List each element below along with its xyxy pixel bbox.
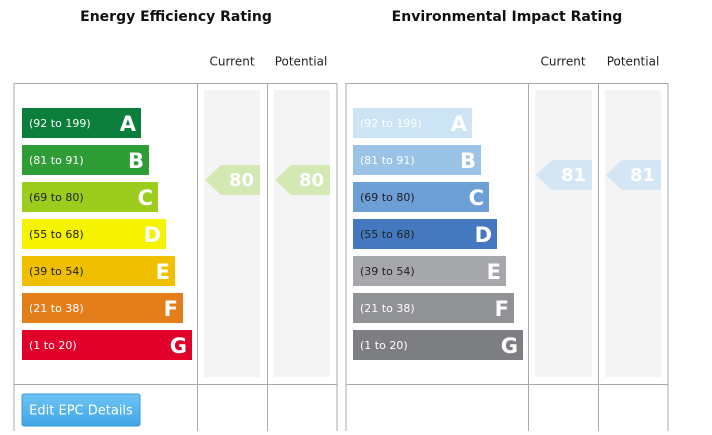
rating-band: [22, 293, 183, 323]
band-range: (39 to 54): [29, 265, 84, 278]
band-letter: F: [495, 297, 509, 321]
band-letter: E: [156, 260, 170, 284]
rating-band: [353, 108, 472, 138]
band-letter: F: [164, 297, 178, 321]
band-range: (92 to 199): [360, 117, 422, 130]
band-range: (81 to 91): [360, 154, 415, 167]
band-letter: C: [138, 186, 153, 210]
band-range: (21 to 38): [360, 302, 415, 315]
band-letter: B: [128, 149, 144, 173]
rating-value: 81: [561, 165, 586, 186]
rating-value: 80: [299, 170, 324, 191]
band-letter: B: [460, 149, 476, 173]
rating-band: [22, 219, 166, 249]
band-range: (69 to 80): [29, 191, 84, 204]
column-header: Current: [540, 55, 585, 69]
column-header: Potential: [275, 55, 328, 69]
rating-band: [353, 219, 497, 249]
rating-arrow: [205, 165, 260, 195]
panel-frame: [345, 83, 669, 431]
rating-arrow: [275, 165, 330, 195]
rating-arrow: [606, 160, 661, 190]
band-letter: G: [170, 334, 187, 358]
column-bg: [605, 90, 661, 377]
band-letter: C: [469, 186, 484, 210]
band-letter: E: [487, 260, 501, 284]
column-bg: [204, 90, 260, 377]
band-letter: D: [475, 223, 492, 247]
panel-frame: [13, 83, 338, 431]
column-bg: [274, 90, 330, 377]
rating-band: [22, 330, 192, 360]
rating-band: [22, 108, 141, 138]
band-range: (81 to 91): [29, 154, 84, 167]
rating-value: 80: [229, 170, 254, 191]
rating-band: [353, 145, 481, 175]
rating-band: [22, 182, 158, 212]
band-letter: A: [451, 112, 468, 136]
rating-band: [22, 145, 149, 175]
panel-title: Environmental Impact Rating: [392, 9, 623, 25]
column-header: Current: [209, 55, 254, 69]
edit-button[interactable]: [21, 393, 141, 427]
column-header: Potential: [607, 55, 660, 69]
band-letter: A: [120, 112, 137, 136]
band-range: (55 to 68): [29, 228, 84, 241]
panel-title: Energy Efficiency Rating: [80, 9, 272, 25]
band-range: (55 to 68): [360, 228, 415, 241]
band-range: (21 to 38): [29, 302, 84, 315]
rating-band: [353, 293, 514, 323]
rating-band: [353, 182, 489, 212]
rating-arrow: [536, 160, 592, 190]
rating-band: [353, 330, 523, 360]
rating-value: 81: [630, 165, 655, 186]
band-range: (1 to 20): [360, 339, 408, 352]
band-range: (92 to 199): [29, 117, 91, 130]
rating-band: [353, 256, 506, 286]
band-letter: D: [144, 223, 161, 247]
band-range: (1 to 20): [29, 339, 77, 352]
band-range: (69 to 80): [360, 191, 415, 204]
band-letter: G: [501, 334, 518, 358]
edit-button-label[interactable]: Edit EPC Details: [29, 404, 133, 419]
rating-band: [22, 256, 175, 286]
band-range: (39 to 54): [360, 265, 415, 278]
column-bg: [535, 90, 592, 377]
